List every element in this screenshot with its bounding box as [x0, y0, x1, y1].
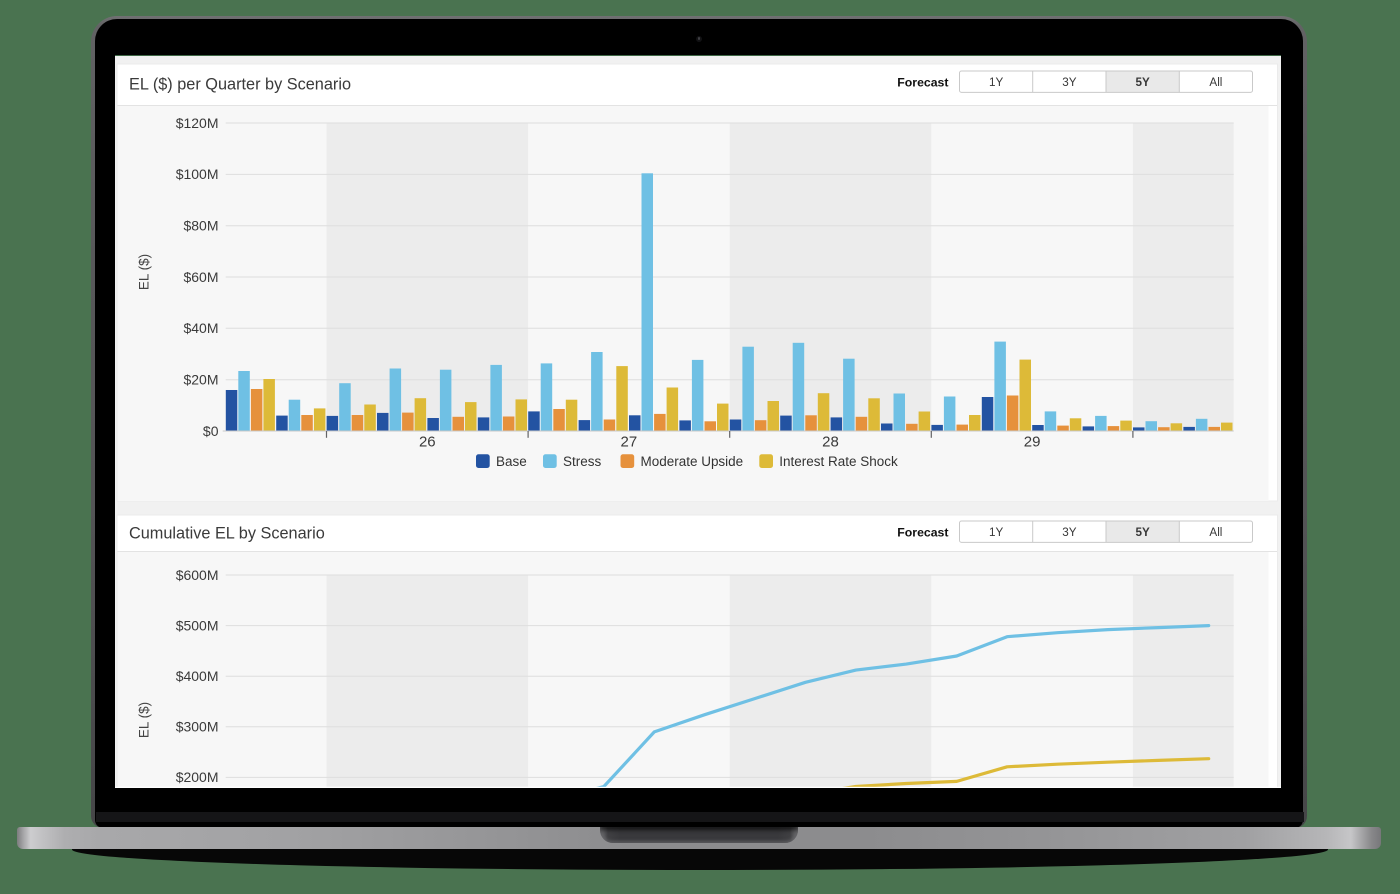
svg-text:All: All: [1209, 76, 1222, 89]
svg-text:$80M: $80M: [183, 217, 218, 233]
svg-text:$120M: $120M: [175, 115, 218, 131]
svg-text:$500M: $500M: [175, 617, 218, 633]
svg-text:3Y: 3Y: [1062, 526, 1077, 539]
svg-text:$600M: $600M: [175, 567, 218, 583]
svg-text:Forecast: Forecast: [897, 525, 948, 539]
svg-text:Moderate Upside: Moderate Upside: [640, 454, 743, 469]
svg-text:29: 29: [1023, 433, 1040, 450]
svg-text:$400M: $400M: [175, 668, 218, 684]
svg-text:Cumulative EL by Scenario: Cumulative EL by Scenario: [129, 524, 325, 542]
svg-text:$40M: $40M: [183, 320, 218, 336]
svg-text:Interest Rate Shock: Interest Rate Shock: [779, 454, 898, 469]
svg-text:$200M: $200M: [175, 769, 218, 785]
svg-text:EL ($) per Quarter by Scenario: EL ($) per Quarter by Scenario: [129, 75, 351, 93]
svg-text:27: 27: [620, 433, 637, 450]
svg-text:1Y: 1Y: [988, 76, 1003, 89]
svg-text:$20M: $20M: [183, 371, 218, 387]
svg-text:Forecast: Forecast: [897, 75, 948, 89]
svg-text:$100M: $100M: [175, 166, 218, 182]
svg-text:28: 28: [822, 433, 839, 450]
svg-text:All: All: [1209, 526, 1222, 539]
svg-text:$300M: $300M: [175, 719, 218, 735]
svg-text:$60M: $60M: [183, 269, 218, 285]
svg-text:Stress: Stress: [563, 454, 601, 469]
svg-text:EL ($): EL ($): [136, 254, 151, 290]
svg-text:5Y: 5Y: [1135, 526, 1150, 539]
svg-text:Base: Base: [496, 454, 527, 469]
svg-text:EL ($): EL ($): [136, 702, 151, 738]
svg-text:$0: $0: [202, 423, 218, 439]
svg-text:3Y: 3Y: [1062, 76, 1077, 89]
svg-text:5Y: 5Y: [1135, 76, 1150, 89]
svg-text:26: 26: [418, 433, 435, 450]
svg-text:1Y: 1Y: [988, 526, 1003, 539]
